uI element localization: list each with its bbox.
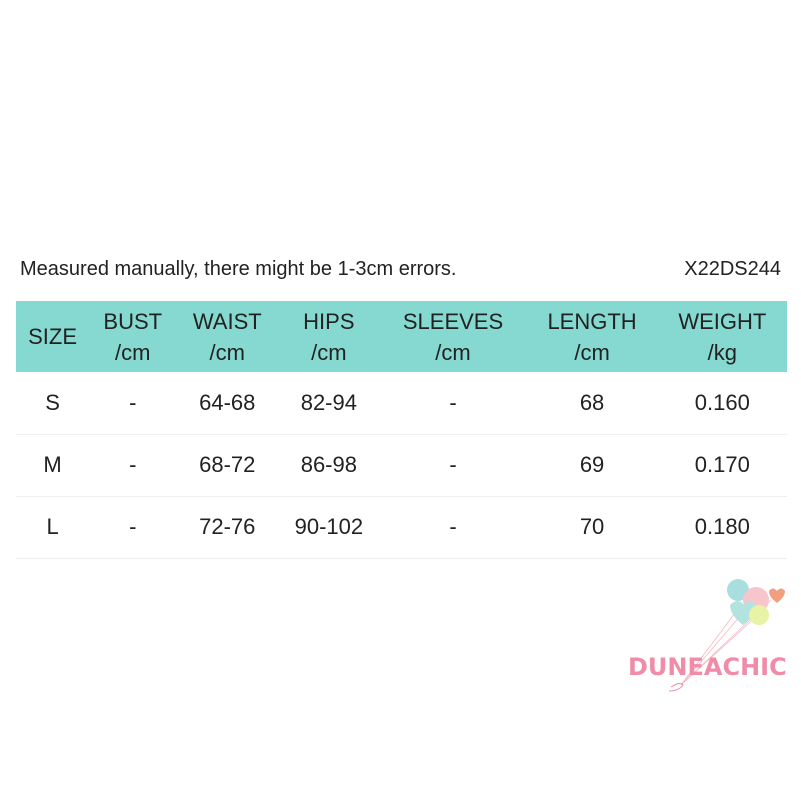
table-cell: 68 [579, 389, 605, 415]
size-chart-table: SIZE BUST/cm WAIST/cm HIPS/cm SLEEVES/cm LENG… [16, 301, 787, 559]
heart-balloon-icon [769, 588, 785, 603]
table-cell: - [129, 389, 137, 415]
header-label: BUST [103, 308, 163, 334]
table-row: M - 68-72 86-98 - 69 0.170 [16, 434, 787, 496]
table-cell: - [449, 389, 457, 415]
header-unit: /cm [209, 339, 245, 365]
table-cell: M [43, 452, 62, 477]
table-cell: 0.160 [694, 389, 750, 415]
header-label: LENGTH [547, 308, 637, 334]
header-unit: /cm [574, 339, 610, 365]
table-cell: 0.180 [694, 514, 750, 539]
ribbon-icon [668, 682, 684, 692]
table-cell: 90-102 [294, 514, 364, 539]
column-header: SLEEVES/cm [380, 301, 527, 372]
watermark-logo: DUNEACHIC [628, 579, 787, 692]
column-header: WAIST/cm [176, 301, 278, 372]
watermark-text: DUNEACHIC [628, 653, 787, 681]
header-unit: /cm [311, 339, 347, 365]
header-label: HIPS [303, 308, 355, 334]
table-cell: 82-94 [300, 389, 357, 415]
header-label: WAIST [192, 308, 262, 334]
header-label: WEIGHT [678, 308, 767, 334]
table-row: S - 64-68 82-94 - 68 0.160 [16, 372, 787, 434]
heart-balloon-icon [730, 601, 756, 625]
balloon-icon [749, 605, 769, 625]
table-cell: - [449, 514, 457, 539]
table-cell: 68-72 [199, 452, 256, 477]
header-label: SIZE [28, 324, 78, 349]
table-row: L - 72-76 90-102 - 70 0.180 [16, 496, 787, 558]
table-cell: L [46, 514, 59, 539]
table-cell: 0.170 [694, 452, 750, 477]
measurement-note: Measured manually, there might be 1-3cm … [20, 258, 457, 280]
header-unit: /cm [115, 339, 151, 365]
header-row: SIZE BUST/cm WAIST/cm HIPS/cm SLEEVES/cm LENG… [16, 301, 787, 372]
header-unit: /cm [435, 339, 471, 365]
balloon-icon [727, 579, 749, 601]
table-cell: - [129, 514, 137, 539]
table-cell: 69 [579, 452, 605, 477]
table-cell: - [449, 452, 457, 477]
table-cell: 70 [579, 514, 605, 539]
table-cell: - [129, 452, 137, 477]
header-label: SLEEVES [402, 308, 504, 334]
column-header: BUST/cm [89, 301, 176, 372]
table-cell: 64-68 [199, 389, 256, 415]
column-header: WEIGHT/kg [658, 301, 787, 372]
table-cell: S [45, 389, 60, 415]
table-cell: 72-76 [199, 514, 256, 539]
table-cell: 86-98 [300, 452, 357, 477]
column-header: SIZE [16, 301, 89, 372]
header-unit: /kg [707, 339, 737, 365]
column-header: HIPS/cm [278, 301, 379, 372]
column-header: LENGTH/cm [527, 301, 658, 372]
product-code: X22DS244 [684, 258, 781, 280]
